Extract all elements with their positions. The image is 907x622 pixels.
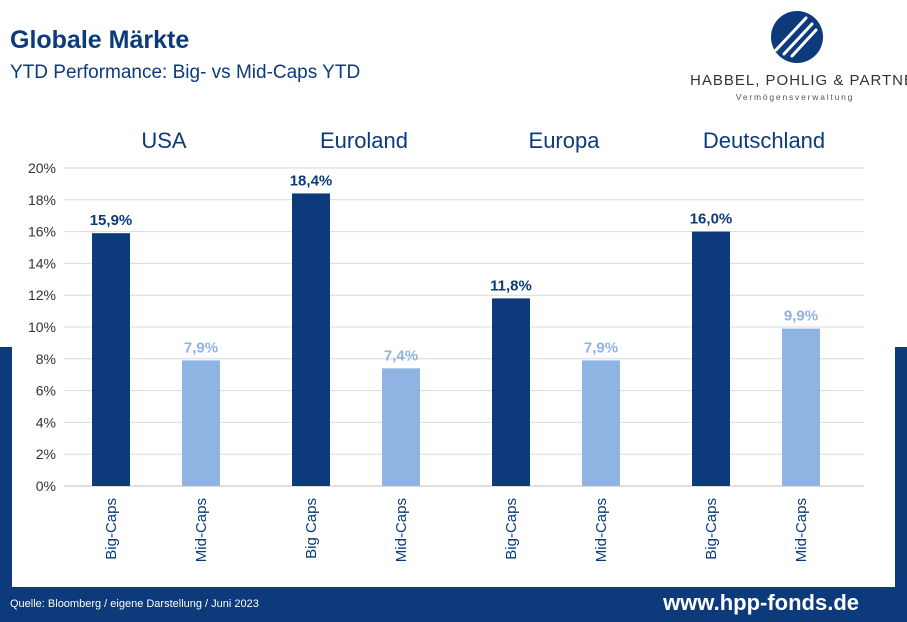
y-tick-label: 10% (28, 319, 56, 335)
left-accent-bar (0, 347, 12, 587)
data-label: 7,9% (184, 339, 218, 356)
data-label: 16,0% (690, 211, 733, 228)
y-tick-label: 6% (36, 383, 56, 399)
company-logo: HABBEL, POHLIG & PARTNER Vermögensverwal… (690, 10, 907, 105)
logo-mark-icon (771, 11, 823, 63)
data-label: 9,9% (784, 308, 818, 325)
y-tick-label: 8% (36, 351, 56, 367)
group-label: USA (141, 128, 187, 153)
data-label: 15,9% (90, 212, 133, 229)
page-subtitle: YTD Performance: Big- vs Mid-Caps YTD (10, 62, 361, 83)
group-label: Deutschland (703, 128, 825, 153)
data-label: 11,8% (490, 277, 532, 294)
y-tick-label: 12% (28, 287, 56, 303)
y-tick-label: 20% (28, 160, 56, 176)
y-tick-label: 16% (28, 224, 56, 240)
performance-bar-chart: 0% 2% 4% 6% 8% 10% 12% 14% 16% 18% 20% USA 15,9% Big-… (28, 128, 864, 562)
y-tick-label: 18% (28, 192, 56, 208)
group-label: Europa (529, 128, 601, 153)
source-note: Quelle: Bloomberg / eigene Darstellung /… (10, 598, 259, 610)
category-label: Mid-Caps (793, 498, 810, 562)
category-label: Mid-Caps (393, 498, 410, 562)
bar (692, 231, 730, 486)
data-label: 18,4% (290, 172, 333, 189)
bar (92, 233, 130, 486)
data-label: 7,9% (584, 339, 618, 356)
bar (292, 193, 330, 486)
page-title: Globale Märkte (10, 26, 190, 54)
bar (182, 360, 220, 486)
category-label: Mid-Caps (193, 498, 210, 562)
bar (492, 298, 530, 486)
bar (782, 328, 820, 486)
bar (582, 360, 620, 486)
bar (382, 368, 420, 486)
y-tick-label: 4% (36, 414, 56, 430)
y-tick-label: 0% (36, 478, 56, 494)
y-tick-label: 14% (28, 255, 56, 271)
category-label: Big-Caps (503, 498, 520, 560)
website-url[interactable]: www.hpp-fonds.de (663, 590, 859, 615)
group-label: Euroland (320, 128, 408, 153)
category-label: Mid-Caps (593, 498, 610, 562)
category-label: Big-Caps (703, 498, 720, 560)
category-label: Big-Caps (103, 498, 120, 560)
logo-tagline: Vermögensverwaltung (735, 92, 855, 102)
footer-bar: Quelle: Bloomberg / eigene Darstellung /… (0, 587, 907, 622)
y-tick-label: 2% (36, 446, 56, 462)
category-label: Big Caps (303, 498, 320, 559)
right-accent-bar (895, 347, 907, 587)
logo-company-name: HABBEL, POHLIG & PARTNER (690, 72, 907, 89)
data-label: 7,4% (384, 347, 418, 364)
